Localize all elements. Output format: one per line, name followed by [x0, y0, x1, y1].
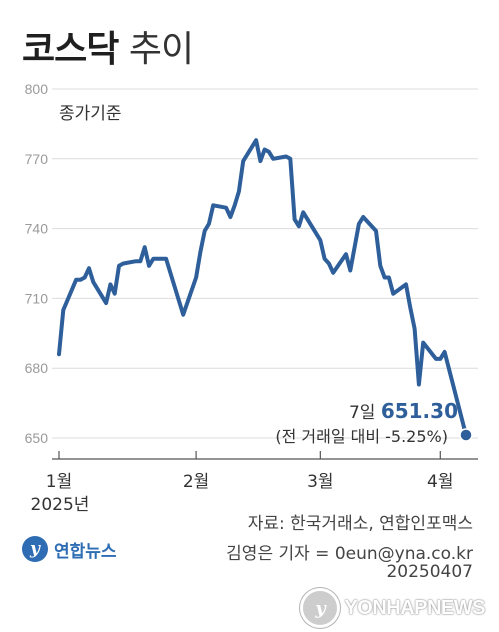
logo-text: 연합뉴스 [54, 541, 117, 562]
x-tick-label: 3월 [307, 472, 333, 492]
y-tick-label: 650 [25, 430, 49, 446]
end-point-marker [459, 428, 473, 442]
watermark: y YONHAPNEWS [300, 588, 485, 628]
title-normal: 추이 [128, 29, 194, 70]
code-text: 20250407 [386, 562, 473, 582]
watermark-text: YONHAPNEWS [344, 596, 485, 619]
x-tick-label: 2월 [183, 472, 209, 492]
logo-mark-icon: y [22, 536, 48, 562]
watermark-mark-icon: y [300, 588, 341, 628]
year-label: 2025년 [31, 495, 90, 515]
source-text: 자료: 한국거래소, 연합인포맥스 [247, 514, 473, 534]
y-tick-label: 800 [25, 81, 49, 97]
x-tick-label: 1월 [46, 472, 72, 492]
yonhap-logo: y 연합뉴스 [22, 536, 117, 562]
annotation-number: 651.30 [381, 399, 458, 423]
annotation-change: (전 거래일 대비 -5.25%) [275, 427, 448, 446]
reporter-text: 김영은 기자 = 0eun@yna.co.kr [226, 544, 473, 564]
x-tick-label: 4월 [427, 472, 453, 492]
unit-label: 종가기준 [59, 104, 122, 124]
annotation-date: 7일 [349, 403, 381, 423]
y-tick-label: 680 [25, 360, 49, 376]
y-tick-label: 710 [25, 290, 49, 306]
title-bold: 코스닥 [22, 29, 119, 70]
page-title: 코스닥 추이 [22, 20, 194, 72]
y-tick-label: 770 [25, 151, 49, 167]
annotation-value: 7일 651.30 [349, 399, 458, 423]
y-tick-label: 740 [25, 221, 49, 237]
series-line [57, 138, 468, 437]
